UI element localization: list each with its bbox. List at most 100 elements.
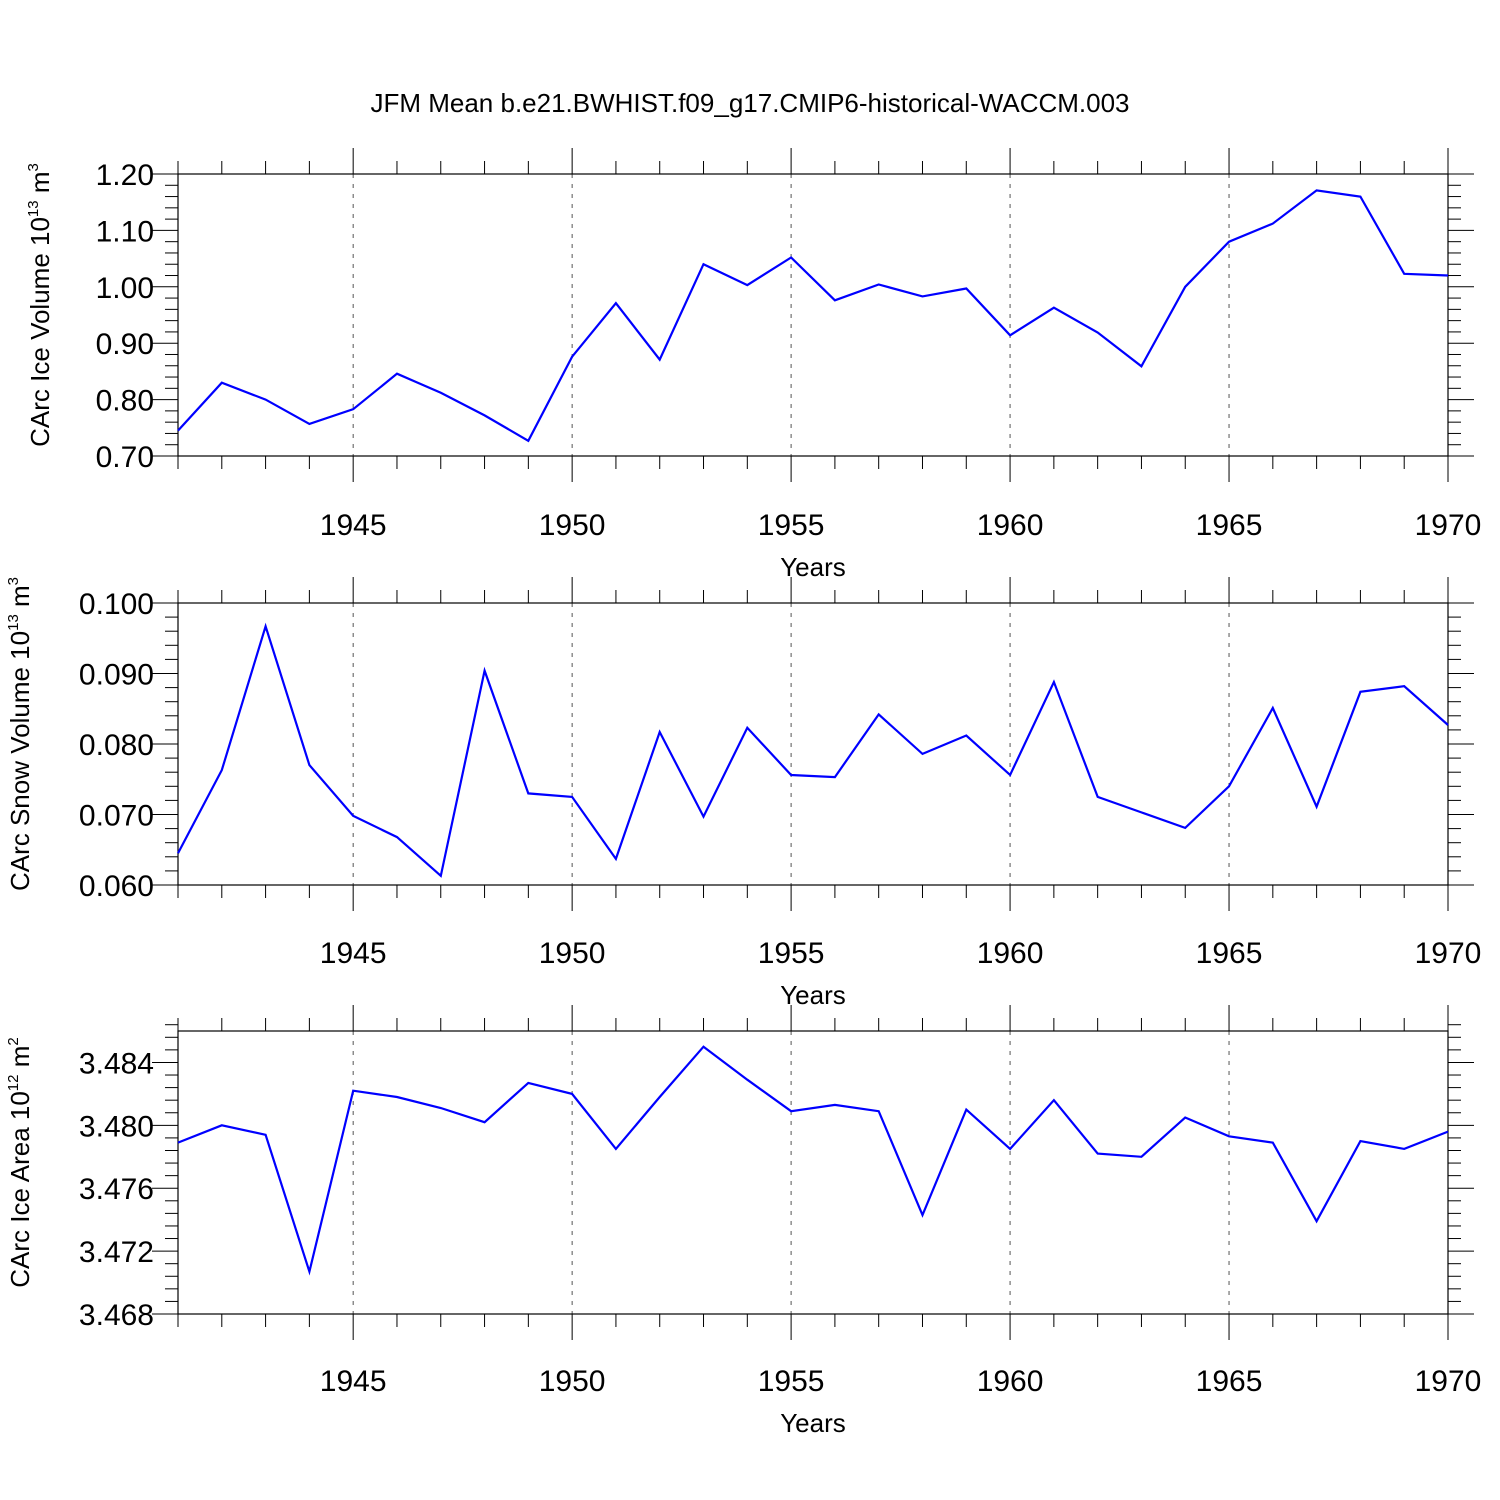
x-tick-label: 1955	[758, 509, 825, 542]
series-line	[177, 1045, 1449, 1276]
y-tick-label: 0.080	[79, 729, 154, 762]
data-point	[221, 1124, 223, 1126]
data-point	[1228, 785, 1230, 787]
y-axis-label: CArc Snow Volume 1013 m3	[5, 577, 35, 891]
data-point	[878, 1110, 880, 1112]
data-point	[659, 359, 661, 361]
y-axis-label-part: m	[5, 585, 35, 614]
data-point	[484, 670, 486, 672]
x-tick-label: 1945	[320, 937, 387, 970]
data-point	[1140, 365, 1142, 367]
y-tick-label: 0.060	[79, 870, 154, 903]
chart-panels: 0.70 0.80 0.90 1.00 1.10 1.20 1945 1950 1955 1960…	[5, 148, 1481, 1438]
data-point	[615, 302, 617, 304]
x-axis-label: Years	[780, 1408, 846, 1438]
data-point	[440, 1107, 442, 1109]
x-tick-label: 1970	[1415, 937, 1482, 970]
y-axis-label-part: CArc Ice Volume 10	[25, 217, 55, 447]
data-point	[921, 753, 923, 755]
panel-2: 0.060 0.070 0.080 0.090 0.100 1945 1950 1955 196…	[5, 577, 1481, 1010]
y-axis-label-part: 2	[5, 1037, 22, 1045]
x-tick-label: 1960	[977, 937, 1044, 970]
data-point	[615, 1148, 617, 1150]
y-tick-label: 1.00	[96, 272, 154, 305]
y-tick-label: 0.070	[79, 800, 154, 833]
data-point	[1053, 307, 1055, 309]
y-tick-label: 0.90	[96, 328, 154, 361]
data-point	[396, 1096, 398, 1098]
data-point	[878, 713, 880, 715]
data-point	[571, 796, 573, 798]
data-point	[1009, 774, 1011, 776]
y-tick-label: 3.480	[79, 1110, 154, 1143]
x-tick-label: 1955	[758, 937, 825, 970]
y-axis-label-part: CArc Snow Volume 10	[5, 631, 35, 891]
data-point	[527, 440, 529, 442]
data-point	[177, 1142, 179, 1144]
x-axis-label: Years	[780, 980, 846, 1010]
data-point	[746, 727, 748, 729]
data-point	[484, 414, 486, 416]
data-point	[878, 284, 880, 286]
y-axis-label-part: 13	[5, 614, 22, 631]
figure-title: JFM Mean b.e21.BWHIST.f09_g17.CMIP6-hist…	[370, 88, 1129, 118]
data-point	[308, 1271, 310, 1273]
data-point	[921, 1214, 923, 1216]
data-point	[1053, 1099, 1055, 1101]
y-tick-label: 1.20	[96, 159, 154, 192]
data-point	[834, 776, 836, 778]
x-tick-label: 1950	[539, 1365, 606, 1398]
data-point	[1316, 806, 1318, 808]
data-point	[1403, 685, 1405, 687]
data-point	[790, 256, 792, 258]
y-axis-label: CArc Ice Volume 1013 m3	[25, 163, 55, 447]
data-point	[921, 295, 923, 297]
y-axis-label-part: 13	[25, 200, 42, 217]
data-point	[571, 356, 573, 358]
x-tick-label: 1945	[320, 1365, 387, 1398]
series-line	[177, 622, 1449, 878]
data-point	[396, 836, 398, 838]
data-point	[221, 382, 223, 384]
plot-frame	[177, 1030, 1449, 1315]
y-axis-label-part: 3	[5, 577, 22, 585]
data-point	[965, 1109, 967, 1111]
data-point	[1316, 189, 1318, 191]
panel-1: 0.70 0.80 0.90 1.00 1.10 1.20 1945 1950 1955 1960…	[25, 148, 1481, 582]
data-point	[1403, 273, 1405, 275]
data-point	[1316, 1220, 1318, 1222]
y-axis-label-part: CArc Ice Area 10	[5, 1091, 35, 1288]
data-point	[834, 1104, 836, 1106]
y-tick-label: 1.10	[96, 215, 154, 248]
data-point	[1184, 286, 1186, 288]
series-line	[177, 189, 1449, 443]
data-point	[834, 299, 836, 301]
data-point	[484, 1121, 486, 1123]
data-point	[352, 815, 354, 817]
y-tick-label: 0.100	[79, 588, 154, 621]
plot-frame	[177, 602, 1449, 886]
data-point	[352, 1090, 354, 1092]
y-tick-label: 0.70	[96, 441, 154, 474]
data-point	[703, 263, 705, 265]
data-point	[746, 284, 748, 286]
y-axis-label-part: m	[5, 1046, 35, 1075]
data-point	[440, 875, 442, 877]
data-point	[746, 1079, 748, 1081]
x-tick-label: 1960	[977, 509, 1044, 542]
data-point	[308, 764, 310, 766]
x-axis-label: Years	[780, 552, 846, 582]
data-point	[1097, 796, 1099, 798]
data-point	[1359, 196, 1361, 198]
data-point	[527, 1082, 529, 1084]
x-tick-label: 1955	[758, 1365, 825, 1398]
data-point	[1097, 1153, 1099, 1155]
data-point	[1447, 275, 1449, 277]
data-point	[1184, 827, 1186, 829]
data-point	[265, 1134, 267, 1136]
data-point	[1097, 331, 1099, 333]
data-point	[1140, 1156, 1142, 1158]
data-point	[659, 1096, 661, 1098]
data-point	[352, 408, 354, 410]
panel-3: 3.468 3.472 3.476 3.480 3.484 1945 1950 1955 196…	[5, 1005, 1481, 1438]
